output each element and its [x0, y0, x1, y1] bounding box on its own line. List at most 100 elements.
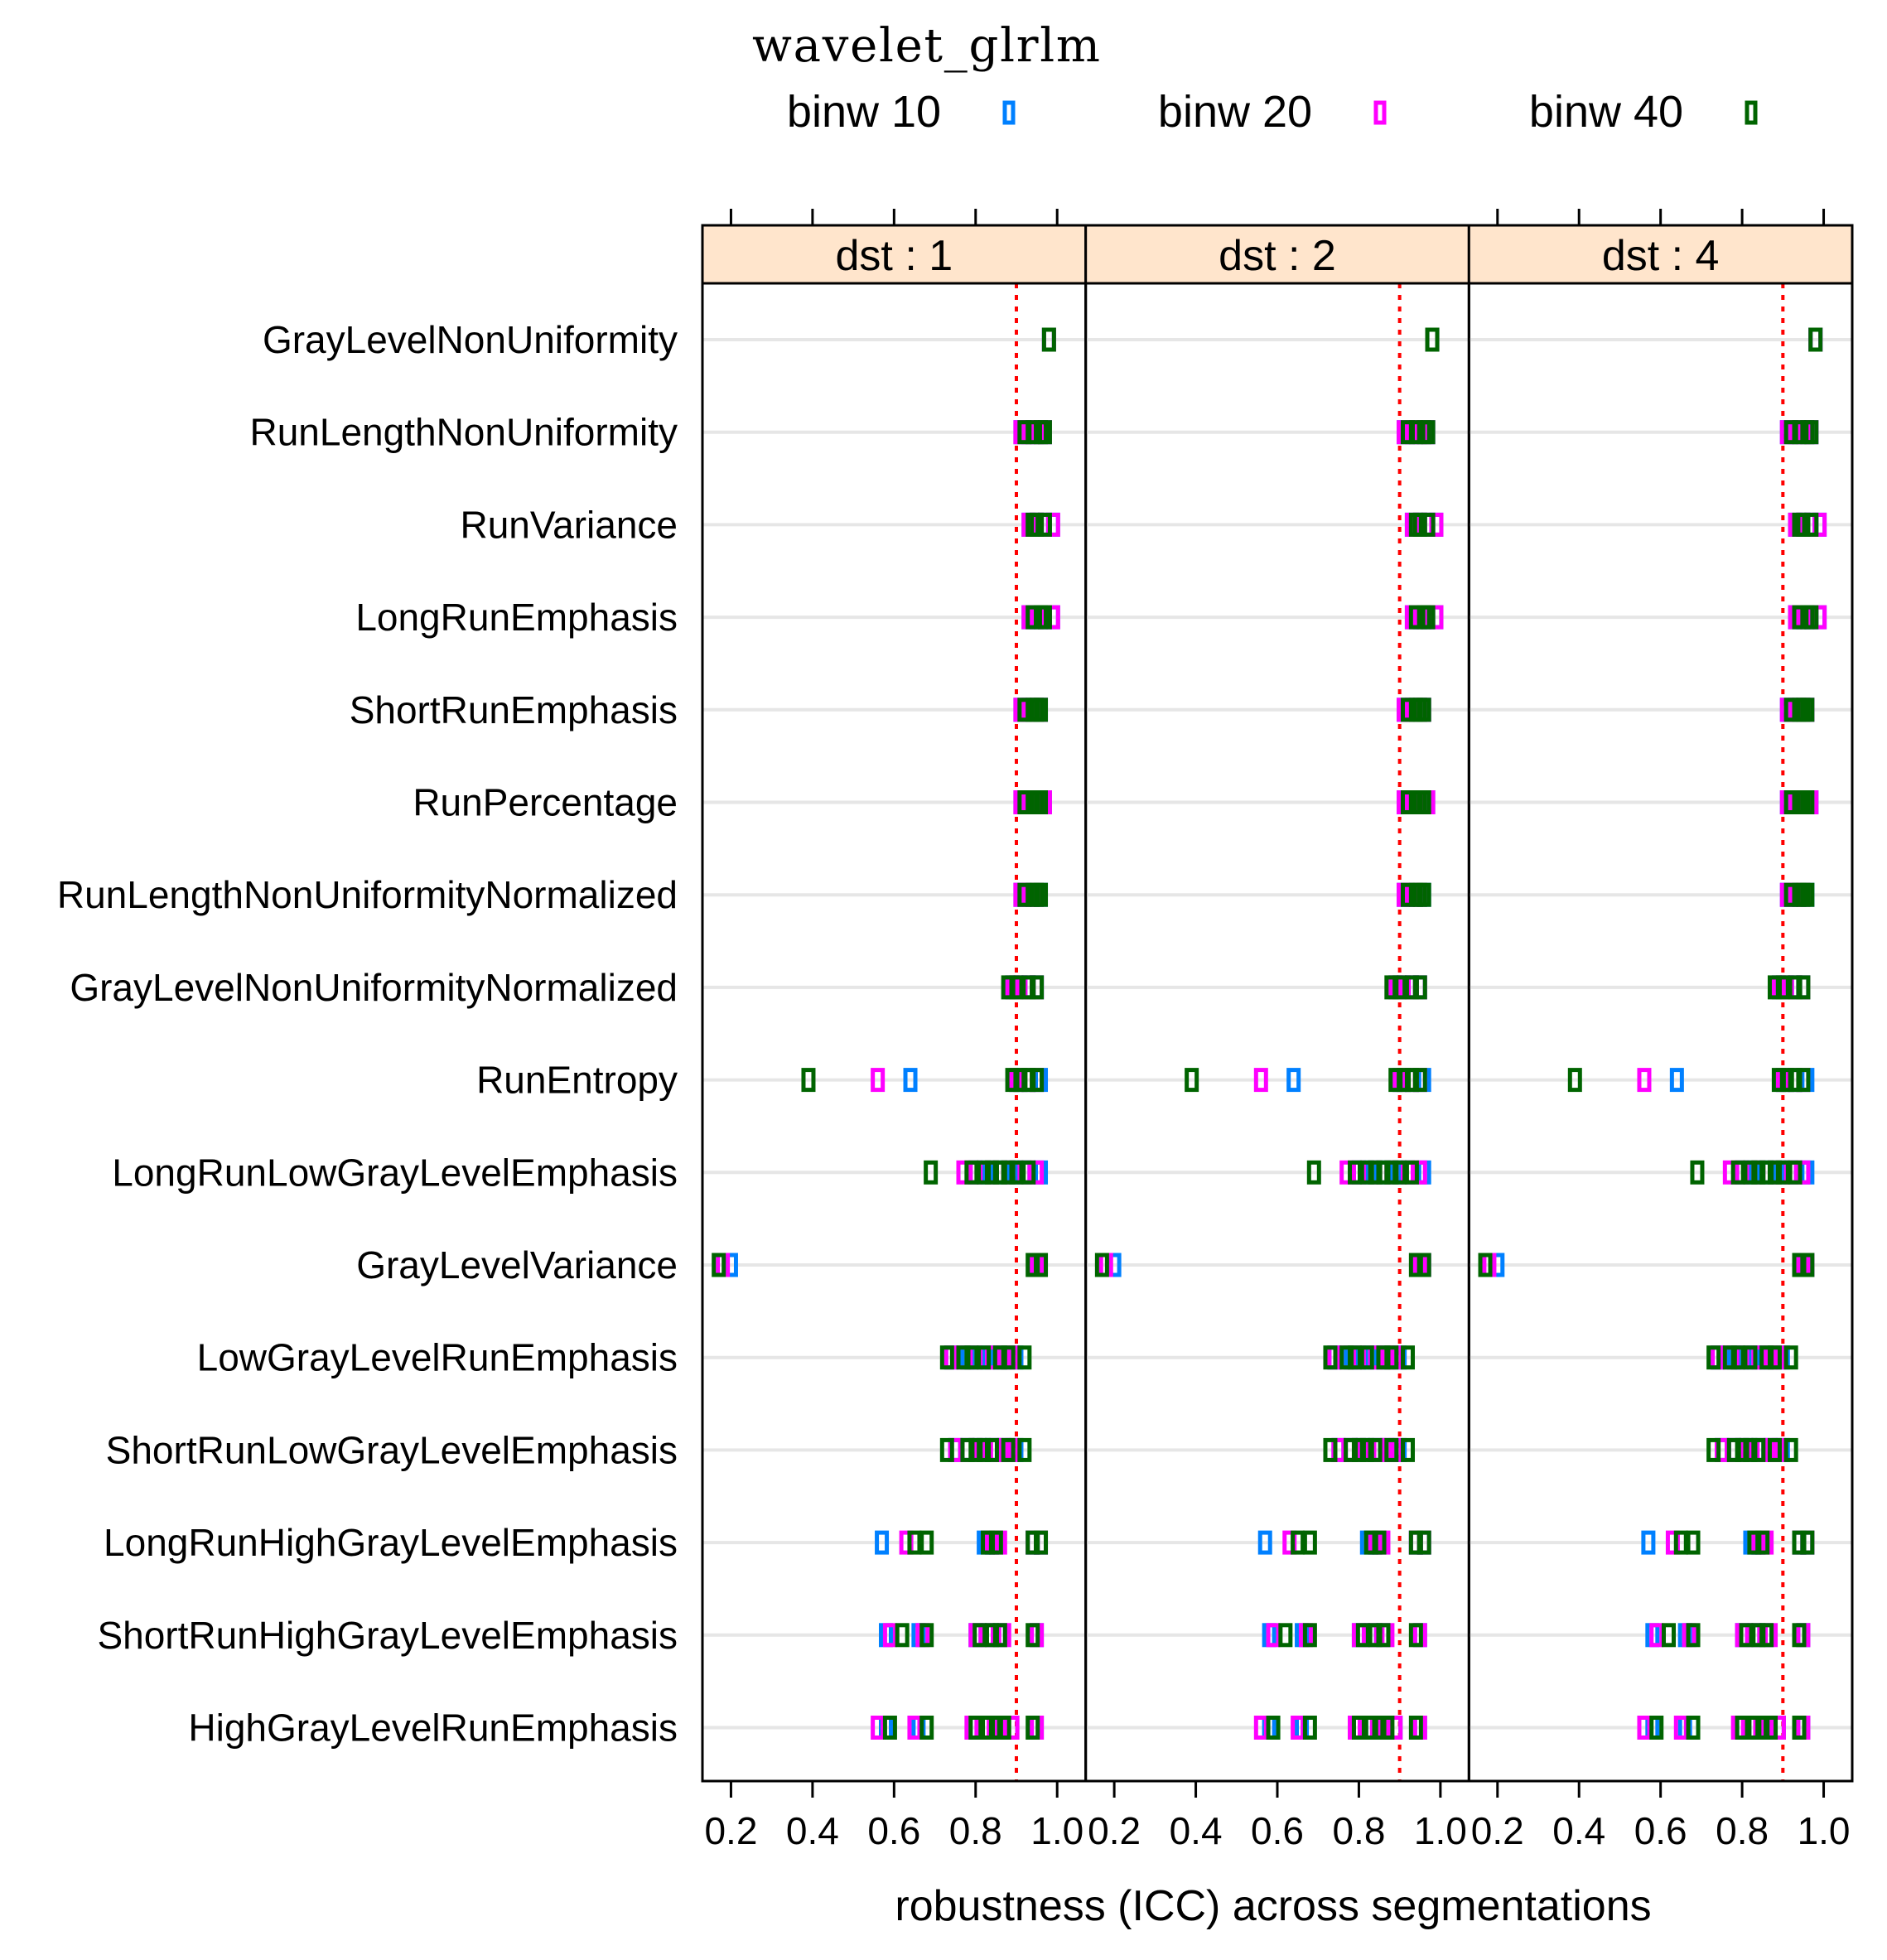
data-point-binw-40 — [1291, 1530, 1305, 1555]
data-point-binw-40 — [1775, 1160, 1790, 1185]
data-point-binw-40 — [1302, 1530, 1317, 1555]
data-point-binw-40 — [1384, 1437, 1399, 1462]
feature-label-graylevelnonuniformitynormalized: GrayLevelNonUniformityNormalized — [70, 966, 678, 1009]
data-point-binw-40 — [1416, 790, 1431, 814]
data-point-binw-40 — [1800, 790, 1815, 814]
data-point-binw-40 — [1401, 1437, 1416, 1462]
data-point-binw-40 — [1649, 1716, 1664, 1740]
data-point-binw-40 — [1009, 1160, 1024, 1185]
data-point-binw-40 — [1302, 1716, 1317, 1740]
feature-label-highgraylevelrunemphasis: HighGrayLevelRunEmphasis — [188, 1707, 678, 1750]
feature-label-runlengthnonuniformity: RunLengthNonUniformity — [250, 411, 678, 454]
data-point-binw-40 — [1796, 975, 1811, 1000]
data-point-binw-40 — [964, 1160, 979, 1185]
data-point-binw-10 — [1669, 1068, 1684, 1093]
data-point-binw-40 — [882, 1716, 897, 1740]
data-point-binw-40 — [988, 1530, 1003, 1555]
data-point-binw-40 — [1759, 1623, 1774, 1648]
legend: binw 10 binw 20 binw 40 — [787, 87, 1758, 137]
data-point-binw-40 — [1421, 420, 1436, 445]
data-point-binw-40 — [1026, 1623, 1040, 1648]
data-point-binw-20 — [1649, 1623, 1664, 1648]
data-point-binw-40 — [1478, 1253, 1493, 1277]
data-point-binw-40 — [1567, 1068, 1582, 1093]
data-point-binw-20 — [882, 1623, 897, 1648]
feature-label-runpercentage: RunPercentage — [413, 781, 678, 824]
data-point-binw-40 — [1416, 698, 1431, 722]
data-point-binw-40 — [1775, 975, 1790, 1000]
feature-label-shortrunemphasis: ShortRunEmphasis — [350, 688, 678, 731]
data-point-binw-40 — [1796, 1068, 1811, 1093]
legend-label-binw-40: binw 40 — [1529, 87, 1683, 137]
data-point-binw-40 — [939, 1345, 954, 1370]
x-tick-label: 0.8 — [949, 1809, 1002, 1852]
data-point-binw-20 — [1291, 1716, 1305, 1740]
data-point-binw-40 — [1792, 1623, 1807, 1648]
data-point-binw-40 — [1001, 1437, 1016, 1462]
feature-label-runvariance: RunVariance — [460, 503, 678, 546]
feature-label-runlengthnonuniformitynormalized: RunLengthNonUniformityNormalized — [57, 873, 678, 916]
legend-label-binw-20: binw 20 — [1158, 87, 1312, 137]
data-point-binw-40 — [1376, 1623, 1391, 1648]
data-point-binw-40 — [1034, 1253, 1049, 1277]
data-point-binw-40 — [1412, 975, 1427, 1000]
data-point-binw-40 — [1730, 1160, 1745, 1185]
feature-label-longrunlowgraylevelemphasis: LongRunLowGrayLevelEmphasis — [112, 1151, 678, 1194]
data-point-binw-40 — [1706, 1437, 1721, 1462]
data-point-binw-40 — [1783, 1345, 1798, 1370]
data-point-binw-40 — [1800, 1530, 1815, 1555]
legend-swatch-binw-20 — [1373, 100, 1387, 125]
data-point-binw-40 — [1017, 1437, 1032, 1462]
data-point-binw-40 — [1686, 1716, 1701, 1740]
data-point-binw-40 — [1348, 1160, 1363, 1185]
x-tick-label: 0.2 — [1471, 1809, 1524, 1852]
data-point-binw-20 — [907, 1716, 922, 1740]
data-point-binw-40 — [1348, 1345, 1363, 1370]
data-point-binw-10 — [903, 1068, 918, 1093]
data-point-binw-40 — [1009, 975, 1024, 1000]
data-point-binw-40 — [1001, 1345, 1016, 1370]
data-point-binw-40 — [1686, 1623, 1701, 1648]
data-point-binw-40 — [1392, 1160, 1407, 1185]
data-point-binw-40 — [1034, 698, 1049, 722]
data-point-binw-40 — [992, 1623, 1007, 1648]
data-point-binw-40 — [984, 1437, 999, 1462]
data-point-binw-40 — [1792, 1716, 1807, 1740]
x-tick-label: 1.0 — [1798, 1809, 1851, 1852]
chart-title: wavelet_glrlm — [752, 19, 1100, 73]
data-point-binw-40 — [1094, 1253, 1109, 1277]
x-tick-label: 0.8 — [1332, 1809, 1385, 1852]
data-point-binw-40 — [1302, 1623, 1317, 1648]
data-point-binw-40 — [1739, 1623, 1754, 1648]
panel-border — [701, 282, 1088, 1783]
data-point-binw-40 — [1408, 1716, 1423, 1740]
data-point-binw-40 — [1800, 882, 1815, 907]
data-point-binw-40 — [801, 1068, 816, 1093]
legend-swatch-binw-40 — [1745, 100, 1758, 125]
feature-label-graylevelnonuniformity: GrayLevelNonUniformity — [263, 318, 678, 361]
data-point-binw-40 — [1034, 882, 1049, 907]
feature-label-runentropy: RunEntropy — [476, 1059, 678, 1102]
data-point-binw-40 — [1421, 605, 1436, 630]
data-point-binw-40 — [1404, 1160, 1419, 1185]
data-point-binw-40 — [1041, 327, 1056, 352]
feature-label-shortrunlowgraylevelemphasis: ShortRunLowGrayLevelEmphasis — [106, 1428, 678, 1471]
data-point-binw-40 — [1323, 1437, 1338, 1462]
panel-dst-4: dst : 4 0.2 0.4 0.6 0.8 1.0 — [1467, 209, 1854, 1852]
data-point-binw-40 — [1800, 698, 1815, 722]
data-point-binw-40 — [1425, 327, 1440, 352]
data-point-binw-40 — [1662, 1623, 1677, 1648]
data-point-binw-40 — [919, 1716, 934, 1740]
data-point-binw-40 — [968, 1716, 983, 1740]
data-point-binw-10 — [875, 1530, 890, 1555]
data-point-binw-40 — [1783, 1437, 1798, 1462]
data-point-binw-40 — [1743, 1345, 1758, 1370]
data-point-binw-10 — [1641, 1530, 1656, 1555]
data-point-binw-40 — [1751, 1437, 1766, 1462]
x-tick-label: 0.6 — [1251, 1809, 1304, 1852]
data-point-binw-40 — [1037, 512, 1052, 537]
data-point-binw-40 — [1355, 1623, 1370, 1648]
data-point-binw-20 — [871, 1068, 886, 1093]
data-point-binw-20 — [1266, 1623, 1281, 1648]
